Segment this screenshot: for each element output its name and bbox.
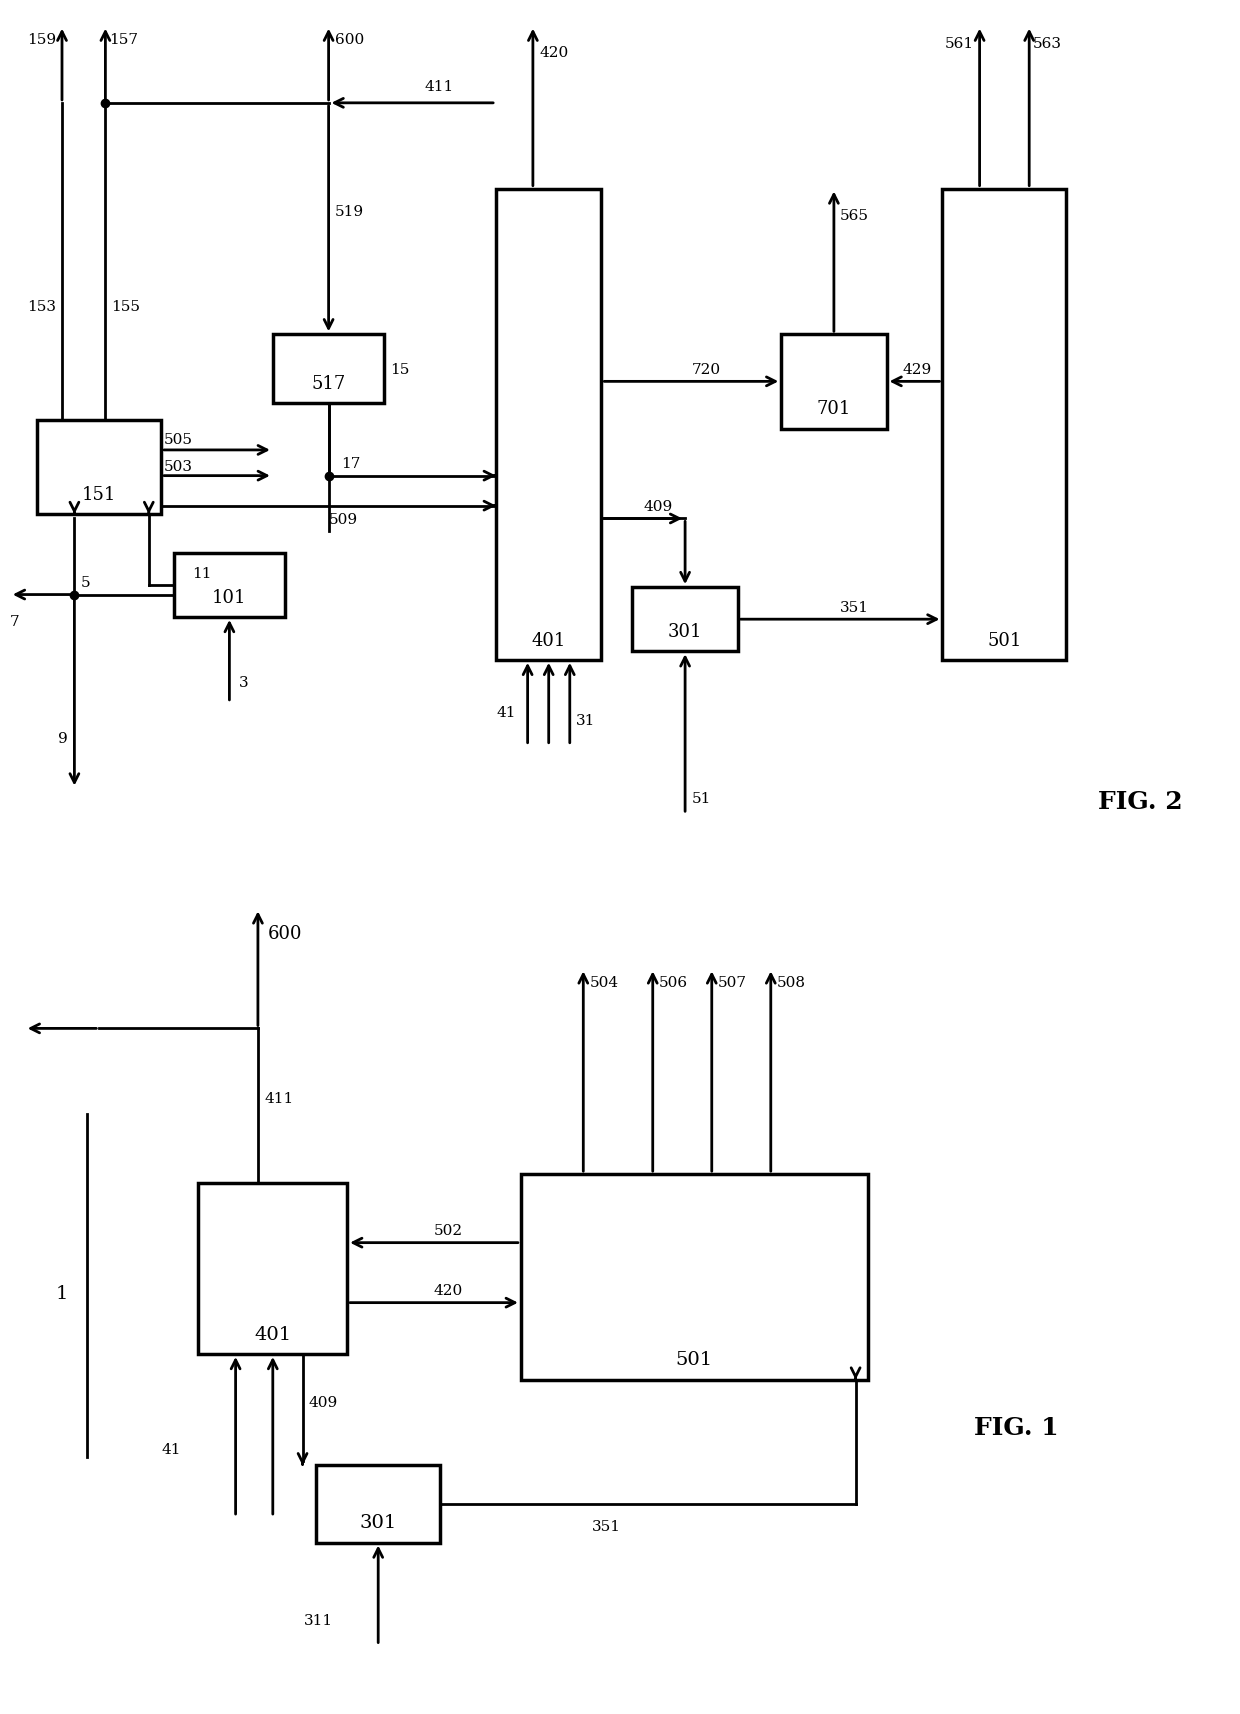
- Text: 41: 41: [496, 706, 516, 720]
- Bar: [198, 1183, 347, 1354]
- Text: 301: 301: [668, 622, 702, 641]
- Text: 155: 155: [112, 300, 140, 314]
- Text: 720: 720: [692, 363, 720, 377]
- Text: 501: 501: [676, 1351, 713, 1369]
- Text: 701: 701: [817, 399, 851, 418]
- Text: 561: 561: [945, 38, 973, 51]
- Bar: [632, 586, 738, 651]
- Text: 505: 505: [164, 434, 192, 447]
- Text: 519: 519: [335, 204, 363, 218]
- Bar: [316, 1465, 440, 1543]
- Text: 351: 351: [841, 602, 869, 615]
- Text: 159: 159: [27, 33, 56, 48]
- Bar: [521, 1174, 868, 1380]
- Text: 411: 411: [264, 1092, 294, 1106]
- Bar: [37, 420, 161, 514]
- Text: FIG. 1: FIG. 1: [975, 1416, 1059, 1440]
- Text: 401: 401: [532, 631, 565, 650]
- Text: 411: 411: [424, 81, 454, 94]
- Text: 409: 409: [309, 1395, 339, 1409]
- Text: 151: 151: [82, 485, 117, 504]
- Text: 401: 401: [254, 1325, 291, 1344]
- Text: 508: 508: [777, 975, 806, 991]
- Bar: [781, 334, 887, 428]
- Text: 507: 507: [718, 975, 746, 991]
- Bar: [273, 334, 384, 403]
- Text: 600: 600: [335, 33, 365, 48]
- Text: 15: 15: [391, 363, 410, 377]
- Text: 506: 506: [658, 975, 688, 991]
- Text: 600: 600: [268, 924, 303, 943]
- Text: 7: 7: [10, 615, 20, 629]
- Text: 1: 1: [56, 1284, 68, 1303]
- Text: 504: 504: [589, 975, 619, 991]
- Text: 351: 351: [593, 1520, 621, 1534]
- Text: 301: 301: [360, 1513, 397, 1532]
- Text: 509: 509: [329, 512, 357, 528]
- Text: 563: 563: [1033, 38, 1061, 51]
- Text: 503: 503: [164, 459, 192, 475]
- Text: 502: 502: [434, 1224, 463, 1238]
- Text: 157: 157: [109, 33, 138, 48]
- Text: 5: 5: [81, 576, 91, 590]
- Text: 41: 41: [161, 1443, 181, 1457]
- Text: 409: 409: [644, 500, 672, 514]
- Text: 9: 9: [58, 732, 68, 746]
- Text: 11: 11: [192, 567, 212, 581]
- Text: 31: 31: [575, 715, 595, 728]
- Text: 3: 3: [239, 675, 249, 691]
- Text: 17: 17: [341, 458, 361, 471]
- Text: 420: 420: [434, 1284, 464, 1299]
- Text: 51: 51: [692, 792, 711, 806]
- Text: FIG. 2: FIG. 2: [1099, 790, 1183, 814]
- Text: 429: 429: [903, 363, 931, 377]
- Bar: [496, 189, 601, 660]
- Text: 517: 517: [311, 374, 346, 393]
- Text: 153: 153: [27, 300, 56, 314]
- Text: 420: 420: [539, 46, 568, 60]
- Text: 311: 311: [304, 1615, 332, 1628]
- Text: 501: 501: [987, 631, 1022, 650]
- Text: 101: 101: [212, 588, 247, 607]
- Text: 565: 565: [841, 209, 869, 223]
- Bar: [174, 552, 285, 617]
- Bar: [942, 189, 1066, 660]
